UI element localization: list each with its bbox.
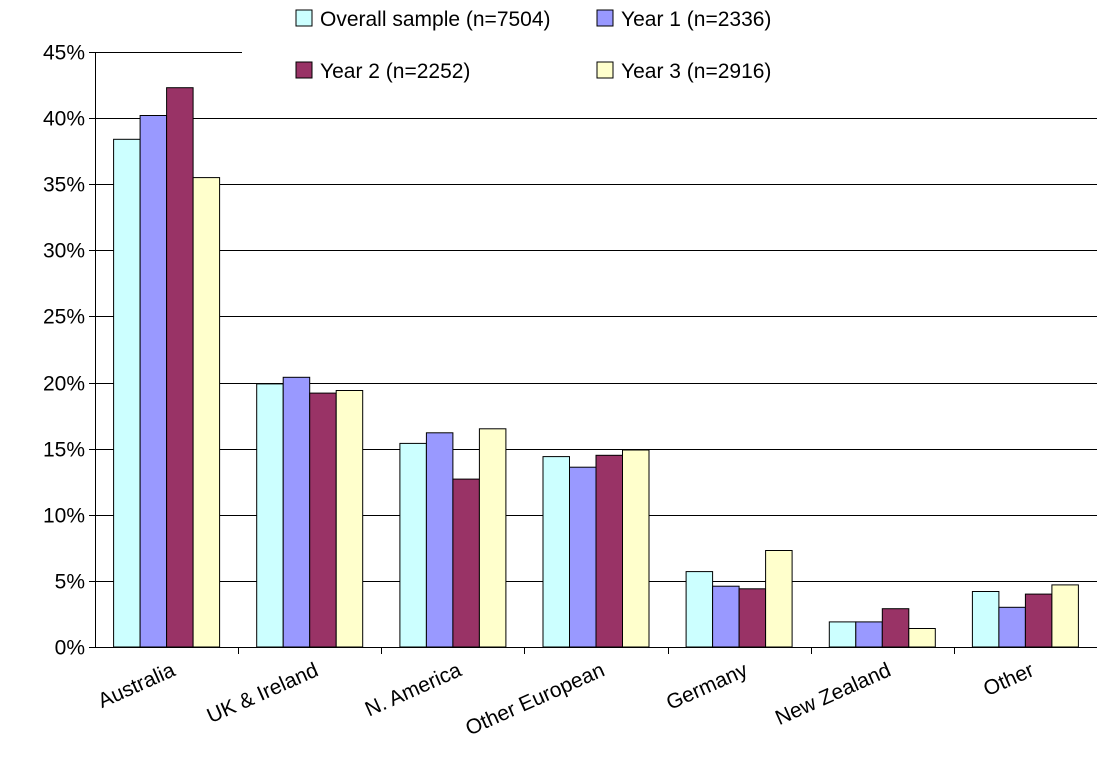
y-tick-label-45: 45% [43,42,85,65]
x-label-australia: Australia [95,658,179,712]
bar-uk-ireland-series-4 [335,390,364,648]
legend-label-series-3: Year 2 (n=2252) [320,60,470,83]
legend: Overall sample (n=7504) Year 1 (n=2336) Ye… [295,8,771,83]
bar-other-series-2 [998,606,1026,648]
y-tick-label-40: 40% [43,108,85,131]
bar-other-series-1 [971,591,1000,648]
y-tick-label-30: 30% [43,240,85,263]
x-label-other-european: Other European [462,659,608,741]
legend-label-series-2: Year 1 (n=2336) [621,8,771,31]
bar-other-european-series-2 [569,466,597,648]
y-axis-ticks: 0% 5% 10% 15% 20% 25% 30% 35% 40% 45% [43,42,95,660]
bar-other-european-series-1 [542,456,570,648]
bar-australia-series-2 [139,115,168,648]
bar-new-zealand-series-3 [881,608,910,648]
y-tick-label-10: 10% [43,505,85,528]
bar-new-zealand-series-4 [908,628,936,648]
bars [113,87,1079,648]
legend-label-series-4: Year 3 (n=2916) [621,60,771,83]
x-label-new-zealand: New Zealand [772,659,894,730]
bar-new-zealand-series-1 [828,621,857,648]
y-tick-label-15: 15% [43,439,85,462]
legend-swatch-series-4 [596,61,614,79]
legend-label-series-1: Overall sample (n=7504) [320,8,551,31]
bar-germany-series-4 [765,550,793,648]
bar-germany-series-3 [738,588,767,648]
bar-n-america-series-4 [478,428,507,648]
bar-germany-series-1 [685,571,714,648]
bar-australia-series-4 [192,177,221,648]
y-tick-label-5: 5% [55,571,85,594]
bar-uk-ireland-series-2 [282,376,311,648]
bar-uk-ireland-series-3 [309,392,337,648]
x-label-other: Other [980,659,1037,701]
legend-swatch-series-3 [295,61,313,79]
bar-other-european-series-4 [622,449,650,648]
legend-swatch-series-2 [596,9,614,27]
axes [95,52,1097,654]
y-tick-label-20: 20% [43,373,85,396]
bar-other-series-3 [1024,593,1053,648]
bar-australia-series-1 [113,138,141,648]
legend-swatch-series-1 [295,9,313,27]
y-tick-label-35: 35% [43,174,85,197]
x-label-uk-ireland: UK & Ireland [204,659,322,728]
y-tick-label-25: 25% [43,306,85,329]
bar-n-america-series-2 [425,432,454,648]
bar-uk-ireland-series-1 [256,383,284,648]
bar-australia-series-3 [166,87,194,648]
bar-new-zealand-series-2 [855,621,883,648]
x-label-n-america: N. America [362,658,465,721]
y-tick-label-0: 0% [55,637,85,660]
bar-germany-series-2 [712,585,740,648]
bar-other-european-series-3 [595,454,623,648]
bar-n-america-series-3 [452,478,480,648]
bar-n-america-series-1 [399,442,427,648]
x-label-germany: Germany [663,658,752,714]
bar-other-series-4 [1051,584,1079,648]
